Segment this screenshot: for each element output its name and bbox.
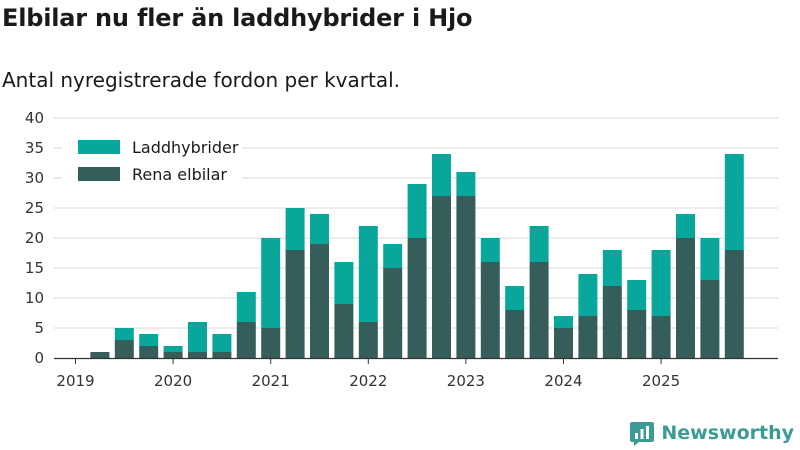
bar-rena-elbilar bbox=[676, 238, 695, 358]
bar-laddhybrider bbox=[334, 262, 354, 304]
bar-rena-elbilar bbox=[554, 328, 573, 358]
y-tick-label: 30 bbox=[25, 169, 44, 187]
y-tick-label: 5 bbox=[34, 319, 44, 337]
bar-laddhybrider bbox=[212, 334, 232, 352]
x-tick-label: 2023 bbox=[447, 372, 485, 390]
bar-laddhybrider bbox=[139, 334, 159, 346]
bar-rena-elbilar bbox=[529, 262, 549, 358]
legend-swatch bbox=[78, 167, 120, 181]
bar-laddhybrider bbox=[407, 184, 427, 238]
legend-label: Rena elbilar bbox=[132, 165, 227, 184]
bar-laddhybrider bbox=[456, 172, 476, 196]
bar-laddhybrider bbox=[700, 238, 720, 280]
legend: Laddhybrider Rena elbilar bbox=[62, 134, 242, 186]
y-tick-label: 0 bbox=[34, 349, 44, 367]
bar-laddhybrider bbox=[724, 154, 744, 250]
bar-laddhybrider bbox=[285, 208, 305, 250]
bar-laddhybrider bbox=[627, 280, 647, 310]
x-tick-label: 2022 bbox=[349, 372, 387, 390]
bar-rena-elbilar bbox=[432, 196, 451, 358]
bar-laddhybrider bbox=[554, 316, 573, 328]
bar-rena-elbilar bbox=[602, 286, 622, 358]
x-tick-label: 2024 bbox=[544, 372, 582, 390]
bar-laddhybrider bbox=[480, 238, 500, 262]
bar-rena-elbilar bbox=[700, 280, 720, 358]
bar-laddhybrider bbox=[383, 244, 403, 268]
bar-rena-elbilar bbox=[334, 304, 354, 358]
bar-rena-elbilar bbox=[383, 268, 403, 358]
bar-rena-elbilar bbox=[627, 310, 647, 358]
bar-rena-elbilar bbox=[139, 346, 159, 358]
bar-rena-elbilar bbox=[114, 340, 134, 358]
bar-rena-elbilar bbox=[90, 352, 110, 358]
bar-laddhybrider bbox=[578, 274, 598, 316]
brand-name: Newsworthy bbox=[661, 422, 794, 444]
y-axis-ticks: 0 5 10 15 20 25 30 35 40 bbox=[25, 109, 44, 367]
y-tick-label: 15 bbox=[25, 259, 44, 277]
bar-laddhybrider bbox=[163, 346, 183, 352]
bar-laddhybrider bbox=[651, 250, 671, 316]
bar-laddhybrider bbox=[602, 250, 622, 286]
x-tick-label: 2020 bbox=[154, 372, 192, 390]
bar-rena-elbilar bbox=[407, 238, 427, 358]
bar-rena-elbilar bbox=[651, 316, 671, 358]
bar-laddhybrider bbox=[310, 214, 329, 244]
bar-laddhybrider bbox=[114, 328, 134, 340]
bar-rena-elbilar bbox=[456, 196, 476, 358]
legend-swatch bbox=[78, 140, 120, 154]
legend-label: Laddhybrider bbox=[132, 138, 239, 157]
bar-laddhybrider bbox=[676, 214, 695, 238]
bar-laddhybrider bbox=[236, 292, 256, 322]
x-tick-label: 2025 bbox=[642, 372, 680, 390]
bar-laddhybrider bbox=[432, 154, 451, 196]
y-tick-label: 40 bbox=[25, 109, 44, 127]
bar-rena-elbilar bbox=[724, 250, 744, 358]
x-axis: 2019 2020 2021 2022 2023 2024 2025 bbox=[54, 357, 778, 390]
bar-rena-elbilar bbox=[578, 316, 598, 358]
bar-rena-elbilar bbox=[505, 310, 525, 358]
y-tick-label: 10 bbox=[25, 289, 44, 307]
bar-rena-elbilar bbox=[261, 328, 281, 358]
bar-rena-elbilar bbox=[236, 322, 256, 358]
y-tick-label: 25 bbox=[25, 199, 44, 217]
x-tick-label: 2021 bbox=[252, 372, 290, 390]
bars bbox=[90, 154, 744, 358]
bar-laddhybrider bbox=[358, 226, 378, 322]
bar-rena-elbilar bbox=[212, 352, 232, 358]
brand-logo: Newsworthy bbox=[629, 420, 794, 446]
newsworthy-logo-icon bbox=[630, 422, 655, 446]
bar-rena-elbilar bbox=[188, 352, 207, 358]
chart-title: Elbilar nu fler än laddhybrider i Hjo bbox=[2, 4, 473, 32]
bar-laddhybrider bbox=[529, 226, 549, 262]
bar-rena-elbilar bbox=[163, 352, 183, 358]
bar-rena-elbilar bbox=[285, 250, 305, 358]
bar-laddhybrider bbox=[505, 286, 525, 310]
bar-laddhybrider bbox=[261, 238, 281, 328]
chart-subtitle: Antal nyregistrerade fordon per kvartal. bbox=[2, 68, 401, 92]
bar-rena-elbilar bbox=[310, 244, 329, 358]
bar-rena-elbilar bbox=[480, 262, 500, 358]
bar-laddhybrider bbox=[188, 322, 207, 352]
y-tick-label: 35 bbox=[25, 139, 44, 157]
bar-rena-elbilar bbox=[358, 322, 378, 358]
y-tick-label: 20 bbox=[25, 229, 44, 247]
x-tick-label: 2019 bbox=[56, 372, 94, 390]
